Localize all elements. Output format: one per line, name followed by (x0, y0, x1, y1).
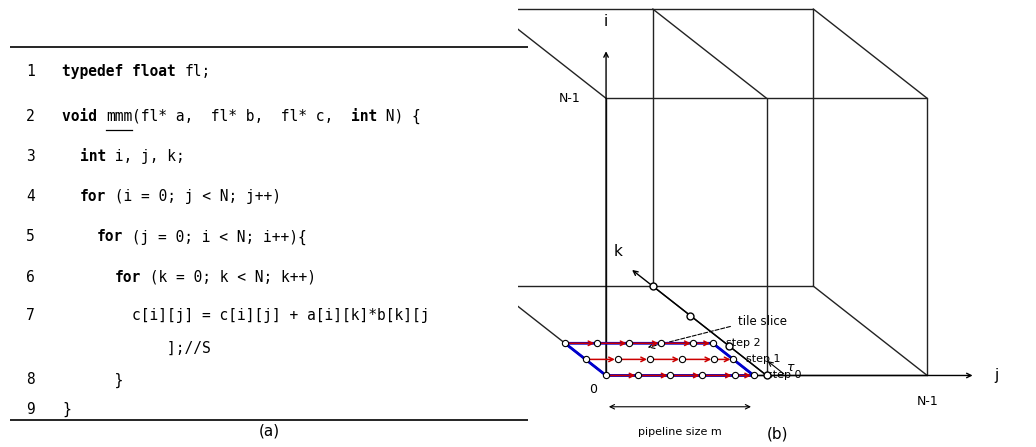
Text: int: int (80, 149, 106, 164)
Text: ];//S: ];//S (62, 341, 211, 356)
Text: i, j, k;: i, j, k; (106, 149, 184, 164)
Text: N-1: N-1 (558, 92, 580, 105)
Text: 5: 5 (26, 229, 34, 245)
Text: 4: 4 (26, 189, 34, 204)
Text: 6: 6 (26, 270, 34, 285)
Text: (j = 0; i < N; i++){: (j = 0; i < N; i++){ (123, 229, 307, 245)
Text: 8: 8 (26, 372, 34, 388)
Text: }: } (62, 372, 123, 388)
Text: step 1: step 1 (746, 354, 781, 364)
Text: 0: 0 (589, 383, 597, 396)
Text: (b): (b) (767, 426, 787, 441)
Text: tile slice: tile slice (739, 315, 787, 328)
Text: (a): (a) (259, 424, 280, 439)
Text: int: int (351, 109, 377, 124)
Text: 3: 3 (26, 149, 34, 164)
Text: τ: τ (787, 361, 795, 374)
Text: }: } (62, 401, 70, 417)
Text: (i = 0; j < N; j++): (i = 0; j < N; j++) (106, 189, 281, 204)
Text: N-1: N-1 (917, 395, 938, 408)
Text: 2: 2 (26, 109, 34, 124)
Text: j: j (995, 368, 999, 383)
Text: step 0: step 0 (767, 371, 801, 380)
Text: fl;: fl; (184, 64, 211, 79)
Text: step 2: step 2 (726, 338, 760, 348)
Text: k: k (614, 244, 623, 259)
Text: 1: 1 (26, 64, 34, 79)
Text: 9: 9 (26, 401, 34, 417)
Text: for: for (115, 270, 141, 285)
Text: mmm: mmm (106, 109, 133, 124)
Text: N) {: N) { (377, 109, 421, 124)
Text: float: float (133, 64, 184, 79)
Text: void: void (62, 109, 106, 124)
Text: for: for (80, 189, 106, 204)
Text: (fl* a,  fl* b,  fl* c,: (fl* a, fl* b, fl* c, (133, 109, 351, 124)
Text: i: i (604, 14, 608, 29)
Text: typedef: typedef (62, 64, 133, 79)
Text: 7: 7 (26, 308, 34, 323)
Text: (k = 0; k < N; k++): (k = 0; k < N; k++) (141, 270, 316, 285)
Text: c[i][j] = c[i][j] + a[i][k]*b[k][j: c[i][j] = c[i][j] + a[i][k]*b[k][j (62, 308, 430, 323)
Text: pipeline size m: pipeline size m (638, 427, 722, 437)
Text: for: for (97, 229, 123, 245)
